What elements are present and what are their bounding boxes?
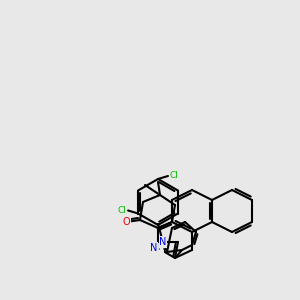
Text: N: N bbox=[150, 243, 158, 253]
Text: Cl: Cl bbox=[118, 206, 127, 215]
Text: O: O bbox=[122, 217, 130, 227]
Text: N: N bbox=[159, 237, 167, 247]
Text: Cl: Cl bbox=[169, 172, 178, 181]
Text: H: H bbox=[157, 244, 164, 253]
